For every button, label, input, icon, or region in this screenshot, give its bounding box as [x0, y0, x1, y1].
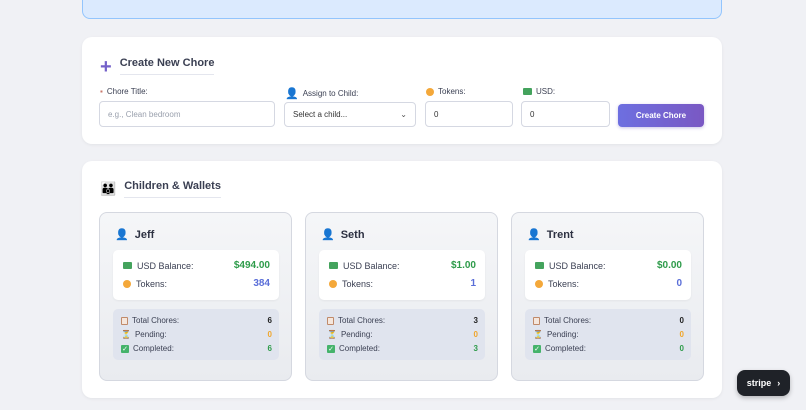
chore-stats: Total Chores: 0 ⏳ Pending: 0 ✓ Completed: …: [525, 309, 691, 360]
clipboard-icon: [327, 316, 334, 325]
check-icon: ✓: [121, 344, 129, 353]
completed-value: 3: [473, 344, 478, 353]
usd-balance: $1.00: [450, 260, 476, 271]
chevron-down-icon: ⌄: [400, 110, 407, 119]
create-chore-title: Create New Chore: [119, 57, 215, 75]
completed-value: 6: [267, 344, 272, 353]
wallet-box: USD Balance: $1.00 Tokens: 1: [319, 250, 485, 300]
chore-title-label: ▪ Chore Title:: [100, 87, 148, 96]
hourglass-icon: ⏳: [533, 330, 543, 339]
stripe-badge[interactable]: stripe ›: [737, 370, 790, 396]
child-card-seth: 👤 Seth USD Balance: $1.00 Tokens: 1 Tota…: [305, 212, 498, 381]
hourglass-icon: ⏳: [327, 330, 337, 339]
coin-icon: [535, 279, 543, 288]
usd-label: USD:: [523, 87, 555, 96]
children-wallets-title: Children & Wallets: [124, 180, 221, 198]
check-icon: ✓: [327, 344, 335, 353]
pending-value: 0: [267, 330, 272, 339]
cash-icon: [123, 262, 132, 269]
chore-stats: Total Chores: 6 ⏳ Pending: 0 ✓ Completed: …: [113, 309, 279, 360]
person-icon: 👤: [321, 229, 335, 241]
assign-child-label: 👤 Assign to Child:: [285, 88, 359, 100]
usd-input[interactable]: 0: [521, 101, 610, 127]
clipboard-icon: [121, 316, 128, 325]
token-balance: 384: [253, 278, 270, 289]
children-wallets-heading: 👪 Children & Wallets: [100, 180, 221, 198]
child-card-jeff: 👤 Jeff USD Balance: $494.00 Tokens: 384 …: [99, 212, 292, 381]
create-chore-button[interactable]: Create Chore: [618, 104, 704, 127]
family-icon: 👪: [100, 181, 117, 196]
info-banner: [82, 0, 722, 19]
coin-icon: [329, 279, 337, 288]
total-chores-value: 6: [267, 316, 272, 325]
completed-value: 0: [679, 344, 684, 353]
child-card-trent: 👤 Trent USD Balance: $0.00 Tokens: 0 Tot…: [511, 212, 704, 381]
token-balance: 1: [470, 278, 476, 289]
create-chore-heading: + Create New Chore: [100, 54, 215, 78]
assign-child-select[interactable]: Select a child... ⌄: [284, 102, 416, 127]
person-icon: 👤: [527, 229, 541, 241]
clipboard-icon: [533, 316, 540, 325]
person-icon: 👤: [115, 229, 129, 241]
cash-icon: [523, 88, 532, 95]
chevron-right-icon: ›: [777, 378, 781, 388]
pending-value: 0: [679, 330, 684, 339]
usd-balance: $494.00: [233, 260, 270, 271]
cash-icon: [329, 262, 338, 269]
wallet-box: USD Balance: $494.00 Tokens: 384: [113, 250, 279, 300]
coin-icon: [426, 87, 434, 96]
person-icon: 👤: [285, 88, 299, 100]
memo-icon: ▪: [100, 87, 103, 96]
usd-balance: $0.00: [656, 260, 682, 271]
plus-icon: +: [100, 56, 112, 78]
child-name: Trent: [546, 228, 574, 241]
cash-icon: [535, 262, 544, 269]
tokens-input[interactable]: 0: [425, 101, 513, 127]
child-name: Seth: [340, 228, 365, 241]
pending-value: 0: [473, 330, 478, 339]
chore-title-input[interactable]: e.g., Clean bedroom: [99, 101, 275, 127]
chore-stats: Total Chores: 3 ⏳ Pending: 0 ✓ Completed: …: [319, 309, 485, 360]
total-chores-value: 0: [679, 316, 684, 325]
tokens-label: Tokens:: [426, 87, 466, 96]
coin-icon: [123, 279, 131, 288]
wallet-box: USD Balance: $0.00 Tokens: 0: [525, 250, 691, 300]
check-icon: ✓: [533, 344, 541, 353]
total-chores-value: 3: [473, 316, 478, 325]
child-name: Jeff: [134, 228, 155, 241]
token-balance: 0: [676, 278, 682, 289]
hourglass-icon: ⏳: [121, 330, 131, 339]
